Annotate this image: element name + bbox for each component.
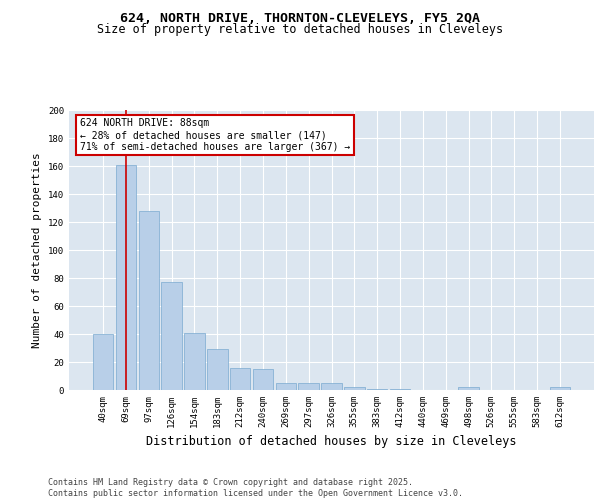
Bar [550, 387, 570, 390]
Text: 624, NORTH DRIVE, THORNTON-CLEVELEYS, FY5 2QA: 624, NORTH DRIVE, THORNTON-CLEVELEYS, FY… [120, 12, 480, 26]
Bar [321, 383, 342, 390]
Text: Size of property relative to detached houses in Cleveleys: Size of property relative to detached ho… [97, 22, 503, 36]
Bar [253, 369, 273, 390]
Bar [184, 332, 205, 390]
Bar [390, 388, 410, 390]
Bar [275, 383, 296, 390]
Bar [116, 164, 136, 390]
Text: 624 NORTH DRIVE: 88sqm
← 28% of detached houses are smaller (147)
71% of semi-de: 624 NORTH DRIVE: 88sqm ← 28% of detached… [79, 118, 350, 152]
Bar [344, 387, 365, 390]
Bar [458, 387, 479, 390]
Bar [207, 350, 227, 390]
Bar [367, 388, 388, 390]
X-axis label: Distribution of detached houses by size in Cleveleys: Distribution of detached houses by size … [146, 436, 517, 448]
Bar [161, 282, 182, 390]
Text: Contains HM Land Registry data © Crown copyright and database right 2025.
Contai: Contains HM Land Registry data © Crown c… [48, 478, 463, 498]
Bar [139, 211, 159, 390]
Bar [230, 368, 250, 390]
Bar [93, 334, 113, 390]
Y-axis label: Number of detached properties: Number of detached properties [32, 152, 43, 348]
Bar [298, 383, 319, 390]
